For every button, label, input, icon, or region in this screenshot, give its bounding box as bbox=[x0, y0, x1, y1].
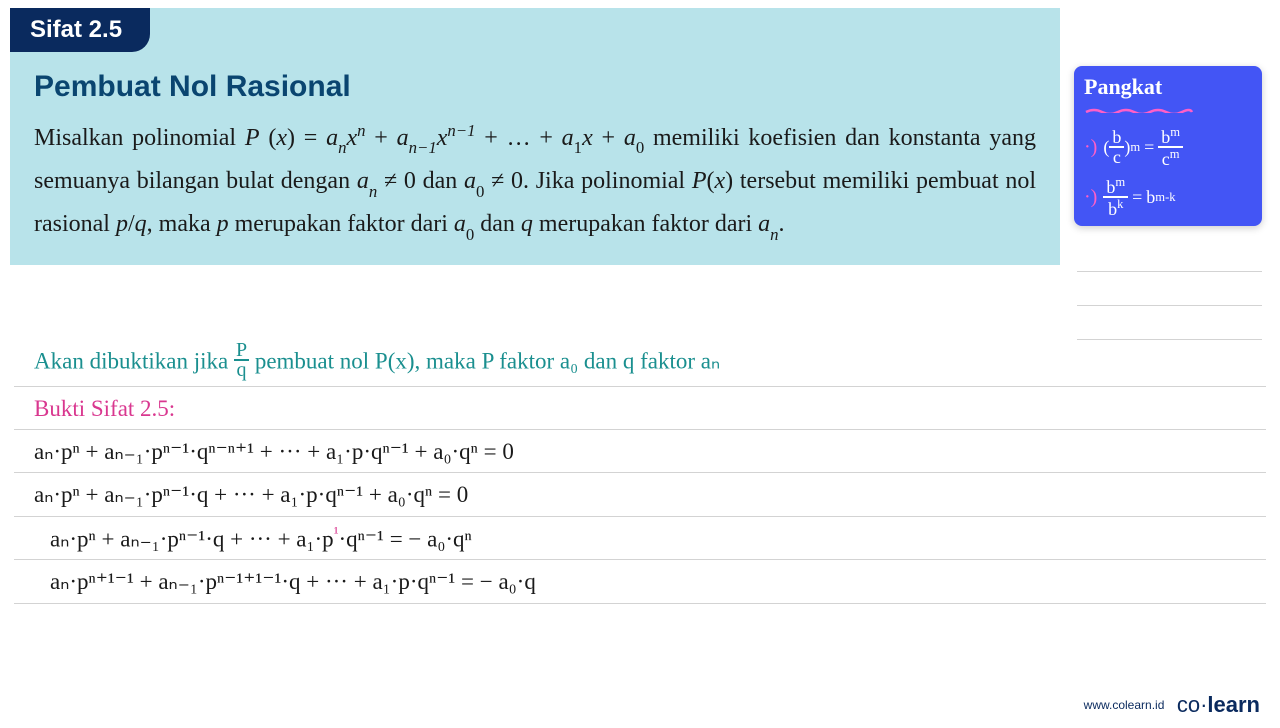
side-note-title: Pangkat bbox=[1084, 74, 1252, 100]
hw-line-1: Akan dibuktikan jika P q pembuat nol P(x… bbox=[14, 338, 1266, 387]
rule1-lhs-num: b bbox=[1109, 128, 1124, 148]
hw-line-6: aₙ·pⁿ⁺¹⁻¹ + aₙ₋₁·pⁿ⁻¹⁺¹⁻¹·q + ··· + a₁·p… bbox=[14, 560, 1266, 603]
exponent-rule-2: ·) bm bk = bm-k bbox=[1084, 176, 1252, 218]
hw1-frac-num: P bbox=[234, 341, 249, 361]
theorem-body: Misalkan polinomial P (x) = anxn + an−1x… bbox=[10, 114, 1060, 247]
rule2-rhs-base: b bbox=[1146, 187, 1155, 208]
rule1-rhs-num-exp: m bbox=[1170, 125, 1180, 139]
brand-logo: co·learn bbox=[1177, 692, 1260, 717]
hw5-b: ·qⁿ⁻¹ = − a₀·qⁿ bbox=[339, 526, 472, 551]
handwriting-area: Akan dibuktikan jika P q pembuat nol P(x… bbox=[14, 338, 1266, 604]
rule1-lhs-den: c bbox=[1110, 148, 1124, 166]
hw1-suffix: pembuat nol P(x), maka P faktor a₀ dan q… bbox=[255, 348, 720, 373]
hw-line-2: Bukti Sifat 2.5: bbox=[14, 387, 1266, 430]
bullet-icon: ·) bbox=[1084, 186, 1097, 209]
rule1-lhs-exp: m bbox=[1130, 140, 1140, 155]
rule1-rhs-den: c bbox=[1162, 149, 1170, 169]
rule1-rhs-den-exp: m bbox=[1170, 147, 1180, 161]
hw-line-4: aₙ·pⁿ + aₙ₋₁·pⁿ⁻¹·q + ··· + a₁·p·qⁿ⁻¹ + … bbox=[14, 473, 1266, 516]
brand-bold: learn bbox=[1207, 692, 1260, 717]
hw5-a: aₙ·pⁿ + aₙ₋₁·pⁿ⁻¹·q + ··· + a₁·p bbox=[50, 526, 334, 551]
rule2-num-exp: m bbox=[1115, 175, 1125, 189]
rule1-rhs-num: b bbox=[1161, 127, 1170, 147]
exponent-rule-1: ·) ( b c )m = bm cm bbox=[1084, 126, 1252, 168]
footer-url: www.colearn.id bbox=[1084, 698, 1165, 712]
hw1-prefix: Akan dibuktikan jika bbox=[34, 348, 234, 373]
hw-line-3: aₙ·pⁿ + aₙ₋₁·pⁿ⁻¹·qⁿ⁻ⁿ⁺¹ + ··· + a₁·p·qⁿ… bbox=[14, 430, 1266, 473]
hw1-frac-den: q bbox=[235, 361, 249, 379]
bullet-icon: ·) bbox=[1084, 136, 1097, 159]
brand-light: co bbox=[1177, 692, 1200, 717]
theorem-tab: Sifat 2.5 bbox=[10, 8, 150, 52]
side-ruled-lines bbox=[1077, 238, 1262, 340]
hw-line-5: aₙ·pⁿ + aₙ₋₁·pⁿ⁻¹·q + ··· + a₁·p¹·qⁿ⁻¹ =… bbox=[14, 517, 1266, 561]
theorem-box: Sifat 2.5 Pembuat Nol Rasional Misalkan … bbox=[10, 8, 1060, 265]
rule2-rhs-exp: m-k bbox=[1155, 190, 1175, 205]
rule2-den: b bbox=[1108, 199, 1117, 219]
side-note: Pangkat ·) ( b c )m = bm cm ·) bm bk = b… bbox=[1074, 66, 1262, 226]
rule2-den-exp: k bbox=[1117, 197, 1123, 211]
theorem-title: Pembuat Nol Rasional bbox=[10, 52, 1060, 114]
footer: www.colearn.id co·learn bbox=[1084, 692, 1260, 718]
squiggle-underline bbox=[1084, 107, 1194, 113]
rule2-num: b bbox=[1106, 177, 1115, 197]
